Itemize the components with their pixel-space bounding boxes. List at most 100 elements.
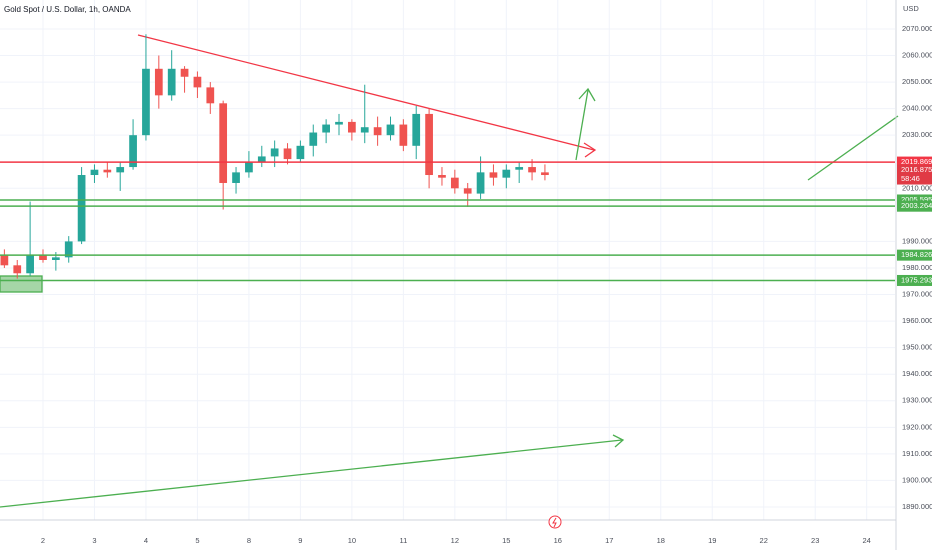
candle-body	[90, 169, 99, 176]
candle-body	[335, 121, 343, 125]
y-tick-label: 1950.000	[902, 343, 932, 352]
candle-body	[425, 113, 433, 176]
candle-body	[502, 169, 511, 178]
x-tick-label: 8	[247, 536, 251, 545]
x-tick-label: 9	[298, 536, 302, 545]
level-label-box	[897, 249, 932, 261]
y-tick-label: 1990.000	[902, 236, 932, 245]
candle-body	[463, 188, 472, 194]
y-tick-label: 1960.000	[902, 316, 932, 325]
axis-labels: 2070.000 2060.000 2050.000 2040.000 2030.000…	[41, 24, 932, 545]
y-tick-label: 1910.000	[902, 449, 932, 458]
x-tick-label: 24	[863, 536, 871, 545]
candle-body	[348, 121, 356, 133]
levels	[0, 161, 895, 282]
candle-body	[245, 161, 253, 173]
candle-body	[64, 241, 73, 258]
candle-body	[26, 254, 34, 274]
y-tick-label: 2040.000	[902, 104, 932, 113]
candle-body	[39, 254, 47, 260]
candle-body	[515, 167, 524, 170]
candle-body	[360, 127, 369, 133]
candle-body	[142, 68, 150, 136]
candle-body	[167, 68, 176, 96]
y-tick-label: 1930.000	[902, 396, 932, 405]
y-tick-label: 2010.000	[902, 183, 932, 192]
trend-line	[0, 439, 623, 508]
axis-unit: USD	[903, 4, 919, 13]
x-tick-label: 3	[92, 536, 96, 545]
x-tick-label: 15	[502, 536, 510, 545]
level-label: 1975.293	[901, 275, 932, 284]
candle-body	[103, 169, 112, 173]
x-tick-label: 12	[451, 536, 459, 545]
level-label-box	[897, 156, 932, 168]
x-tick-label: 17	[605, 536, 613, 545]
y-tick-label: 1970.000	[902, 290, 932, 299]
price-label-box	[897, 164, 932, 185]
candle-body	[438, 175, 446, 178]
candle-body	[283, 148, 292, 160]
countdown-label: 58:46	[901, 174, 920, 183]
y-tick-label: 1940.000	[902, 369, 932, 378]
x-tick-label: 16	[554, 536, 562, 545]
candle-body	[154, 68, 163, 96]
y-tick-label: 2060.000	[902, 50, 932, 59]
y-tick-label: 1890.000	[902, 502, 932, 511]
price-label: 2016.875	[901, 165, 932, 174]
level-label-box	[897, 274, 932, 286]
arrow-head	[583, 142, 597, 158]
candle-body	[257, 156, 266, 162]
candle-body	[476, 172, 485, 194]
candle-body	[51, 257, 60, 260]
y-tick-label: 1920.000	[902, 422, 932, 431]
candle-body	[77, 175, 86, 242]
candle-body	[270, 148, 279, 157]
arrow-head	[578, 87, 596, 102]
y-tick-label: 1900.000	[902, 475, 932, 484]
level-label-box	[897, 194, 932, 206]
candle-body	[373, 127, 382, 136]
candle-body	[541, 172, 549, 176]
candle-body	[528, 167, 536, 173]
x-tick-label: 10	[348, 536, 356, 545]
x-tick-label: 2	[41, 536, 45, 545]
candle-body	[296, 145, 305, 160]
candle-body	[386, 124, 395, 136]
x-tick-label: 18	[657, 536, 665, 545]
candle-body	[13, 265, 22, 274]
candle-body	[0, 254, 9, 266]
candle-body	[219, 103, 228, 183]
x-tick-label: 5	[195, 536, 199, 545]
y-tick-label: 2070.000	[902, 24, 932, 33]
candle-body	[116, 167, 125, 173]
candle-body	[489, 172, 498, 178]
candle-body	[180, 68, 189, 77]
candle-body	[322, 124, 330, 133]
candles	[0, 34, 549, 279]
chart-title: Gold Spot / U.S. Dollar, 1h, OANDA	[4, 5, 131, 14]
event-icon[interactable]	[548, 515, 562, 529]
y-tick-label: 2050.000	[902, 77, 932, 86]
candle-body	[450, 177, 459, 189]
event-icon-glyph	[552, 517, 557, 528]
level-label: 1984.826	[901, 250, 932, 259]
y-tick-label: 2030.000	[902, 130, 932, 139]
x-tick-label: 19	[708, 536, 716, 545]
candle-body	[193, 76, 202, 88]
x-tick-label: 11	[399, 536, 407, 545]
level-label: 2019.869	[901, 157, 932, 166]
candle-body	[399, 124, 408, 146]
level-label: 2005.595	[901, 195, 932, 204]
grid	[0, 0, 895, 520]
arrow-line	[575, 89, 589, 161]
y-tick-label: 1980.000	[902, 263, 932, 272]
x-tick-label: 22	[760, 536, 768, 545]
trend-line	[807, 115, 899, 181]
candle-body	[232, 172, 240, 183]
x-tick-label: 23	[811, 536, 819, 545]
x-tick-label: 4	[144, 536, 148, 545]
zone-box	[0, 275, 43, 293]
candle-body	[412, 113, 421, 146]
